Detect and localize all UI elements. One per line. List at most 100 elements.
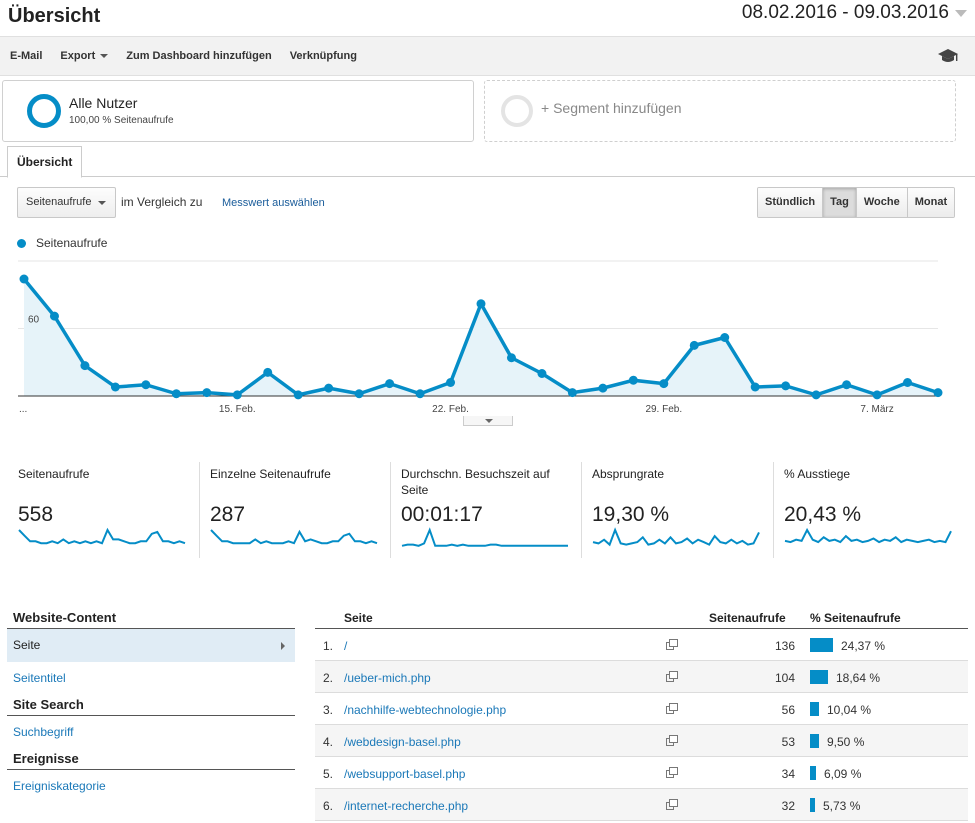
chevron-down-icon bbox=[955, 9, 967, 17]
add-to-dashboard-button[interactable]: Zum Dashboard hinzufügen bbox=[126, 50, 272, 62]
table-row[interactable]: 6. /internet-recherche.php 32 5,73 % bbox=[315, 789, 968, 821]
column-header-pageviews[interactable]: Seitenaufrufe bbox=[709, 611, 786, 625]
scorecard-value: 558 bbox=[18, 503, 54, 526]
x-tick-label: 29. Feb. bbox=[645, 404, 682, 415]
segment-name: Alle Nutzer bbox=[69, 95, 138, 111]
pageviews-value: 104 bbox=[774, 671, 795, 685]
scorecard-unique-pageviews[interactable]: Einzelne Seitenaufrufe 287 bbox=[199, 462, 385, 558]
nav-heading-events: Ereignisse bbox=[7, 749, 295, 770]
column-header-pct[interactable]: % Seitenaufrufe bbox=[810, 611, 901, 625]
nav-item-event-category[interactable]: Ereigniskategorie bbox=[13, 779, 106, 793]
granularity-hourly[interactable]: Stündlich bbox=[758, 188, 823, 217]
sparkline-path bbox=[210, 529, 378, 545]
add-segment-button[interactable]: + Segment hinzufügen bbox=[484, 80, 956, 142]
export-button[interactable]: Export bbox=[60, 50, 109, 62]
table-row[interactable]: 1. / 136 24,37 % bbox=[315, 629, 968, 661]
table-row[interactable]: 2. /ueber-mich.php 104 18,64 % bbox=[315, 661, 968, 693]
series-area bbox=[24, 279, 938, 396]
compare-label: im Vergleich zu bbox=[121, 195, 203, 209]
data-point bbox=[232, 390, 242, 400]
scorecard-value: 19,30 % bbox=[592, 503, 670, 526]
nav-item-label: Seite bbox=[13, 638, 41, 652]
tab-overview[interactable]: Übersicht bbox=[7, 146, 83, 178]
sparkline-path bbox=[784, 527, 952, 544]
data-point bbox=[598, 383, 608, 393]
metric-select-value: Seitenaufrufe bbox=[26, 196, 92, 208]
select-metric-link[interactable]: Messwert auswählen bbox=[222, 197, 325, 209]
scorecard-label: Seitenaufrufe bbox=[18, 467, 90, 481]
data-point bbox=[720, 333, 730, 342]
column-header-page[interactable]: Seite bbox=[344, 611, 373, 625]
add-segment-label: + Segment hinzufügen bbox=[541, 100, 682, 116]
row-index: 2. bbox=[323, 671, 334, 685]
sparkline bbox=[210, 529, 378, 545]
granularity-week[interactable]: Woche bbox=[855, 188, 907, 217]
chart-legend: Seitenaufrufe bbox=[17, 236, 107, 250]
nav-item-search-term[interactable]: Suchbegriff bbox=[13, 725, 74, 739]
page-link[interactable]: /ueber-mich.php bbox=[344, 671, 431, 685]
table-header: Seite Seitenaufrufe % Seitenaufrufe bbox=[315, 608, 968, 629]
pct-value: 5,73 % bbox=[823, 799, 861, 813]
x-tick-label: 7. März bbox=[860, 404, 893, 415]
scorecard-pageviews[interactable]: Seitenaufrufe 558 bbox=[8, 462, 194, 558]
page-link[interactable]: /internet-recherche.php bbox=[344, 799, 469, 813]
data-point bbox=[903, 378, 913, 387]
row-index: 3. bbox=[323, 703, 334, 717]
x-tick-label: 22. Feb. bbox=[432, 404, 469, 415]
email-button[interactable]: E-Mail bbox=[10, 50, 43, 62]
scorecard-label: Einzelne Seitenaufrufe bbox=[210, 467, 331, 481]
scorecard-avg-time[interactable]: Durchschn. Besuchszeit auf Seite 00:01:1… bbox=[390, 462, 576, 558]
top-pages-table: Seite Seitenaufrufe % Seitenaufrufe 1./1… bbox=[315, 608, 968, 821]
page-link[interactable]: /webdesign-basel.php bbox=[344, 735, 461, 749]
nav-item-page[interactable]: Seite bbox=[7, 629, 295, 662]
segment-placeholder-icon bbox=[501, 95, 533, 127]
pct-value: 9,50 % bbox=[827, 735, 865, 749]
page-link[interactable]: /websupport-basel.php bbox=[344, 767, 466, 781]
table-row[interactable]: 4. /webdesign-basel.php 53 9,50 % bbox=[315, 725, 968, 757]
scorecard-label: Absprungrate bbox=[592, 467, 665, 481]
table-row[interactable]: 3. /nachhilfe-webtechnologie.php 56 10,04 % bbox=[315, 693, 968, 725]
graduation-cap-icon[interactable] bbox=[937, 47, 959, 65]
data-point bbox=[750, 382, 760, 392]
pageviews-value: 53 bbox=[781, 735, 795, 749]
scorecard-bounce-rate[interactable]: Absprungrate 19,30 % bbox=[581, 462, 767, 558]
granularity-switch: Stündlich Tag Woche Monat bbox=[757, 187, 956, 218]
y-tick-label: 120 bbox=[28, 255, 45, 258]
pct-bar bbox=[810, 638, 833, 652]
open-page-icon[interactable] bbox=[666, 639, 678, 650]
data-point bbox=[842, 380, 852, 390]
collapse-chart-toggle[interactable] bbox=[463, 416, 513, 426]
open-page-icon[interactable] bbox=[666, 799, 678, 810]
granularity-day[interactable]: Tag bbox=[822, 188, 856, 217]
open-page-icon[interactable] bbox=[666, 703, 678, 714]
data-point bbox=[476, 299, 486, 309]
page-link[interactable]: /nachhilfe-webtechnologie.php bbox=[344, 703, 507, 717]
date-range-picker[interactable]: 08.02.2016 - 09.03.2016 bbox=[742, 0, 967, 26]
segment-ring-icon bbox=[27, 94, 61, 128]
segment-subtitle: 100,00 % Seitenaufrufe bbox=[69, 115, 174, 126]
sparkline-path bbox=[18, 527, 186, 545]
sparkline-path bbox=[592, 527, 760, 547]
segment-all-users[interactable]: Alle Nutzer 100,00 % Seitenaufrufe bbox=[2, 80, 474, 142]
shortcut-button[interactable]: Verknüpfung bbox=[289, 50, 357, 62]
metric-select[interactable]: Seitenaufrufe bbox=[17, 187, 116, 218]
dimension-nav: Website-Content Seite Seitentitel Site S… bbox=[7, 608, 295, 803]
scorecard-exit-rate[interactable]: % Ausstiege 20,43 % bbox=[773, 462, 959, 558]
scorecard-value: 20,43 % bbox=[784, 503, 862, 526]
nav-heading-site-search: Site Search bbox=[7, 695, 295, 716]
data-point bbox=[933, 388, 943, 398]
report-tabs: Übersicht bbox=[0, 146, 975, 178]
pct-value: 24,37 % bbox=[841, 639, 886, 653]
data-point bbox=[49, 311, 59, 321]
pct-bar bbox=[810, 798, 815, 812]
nav-item-page-title[interactable]: Seitentitel bbox=[13, 671, 66, 685]
open-page-icon[interactable] bbox=[666, 671, 678, 682]
data-point bbox=[202, 388, 212, 398]
data-point bbox=[781, 381, 791, 391]
page-link[interactable]: / bbox=[344, 639, 348, 653]
open-page-icon[interactable] bbox=[666, 767, 678, 778]
sparkline-path bbox=[401, 527, 568, 547]
granularity-month[interactable]: Monat bbox=[906, 188, 955, 217]
table-row[interactable]: 5. /websupport-basel.php 34 6,09 % bbox=[315, 757, 968, 789]
open-page-icon[interactable] bbox=[666, 735, 678, 746]
